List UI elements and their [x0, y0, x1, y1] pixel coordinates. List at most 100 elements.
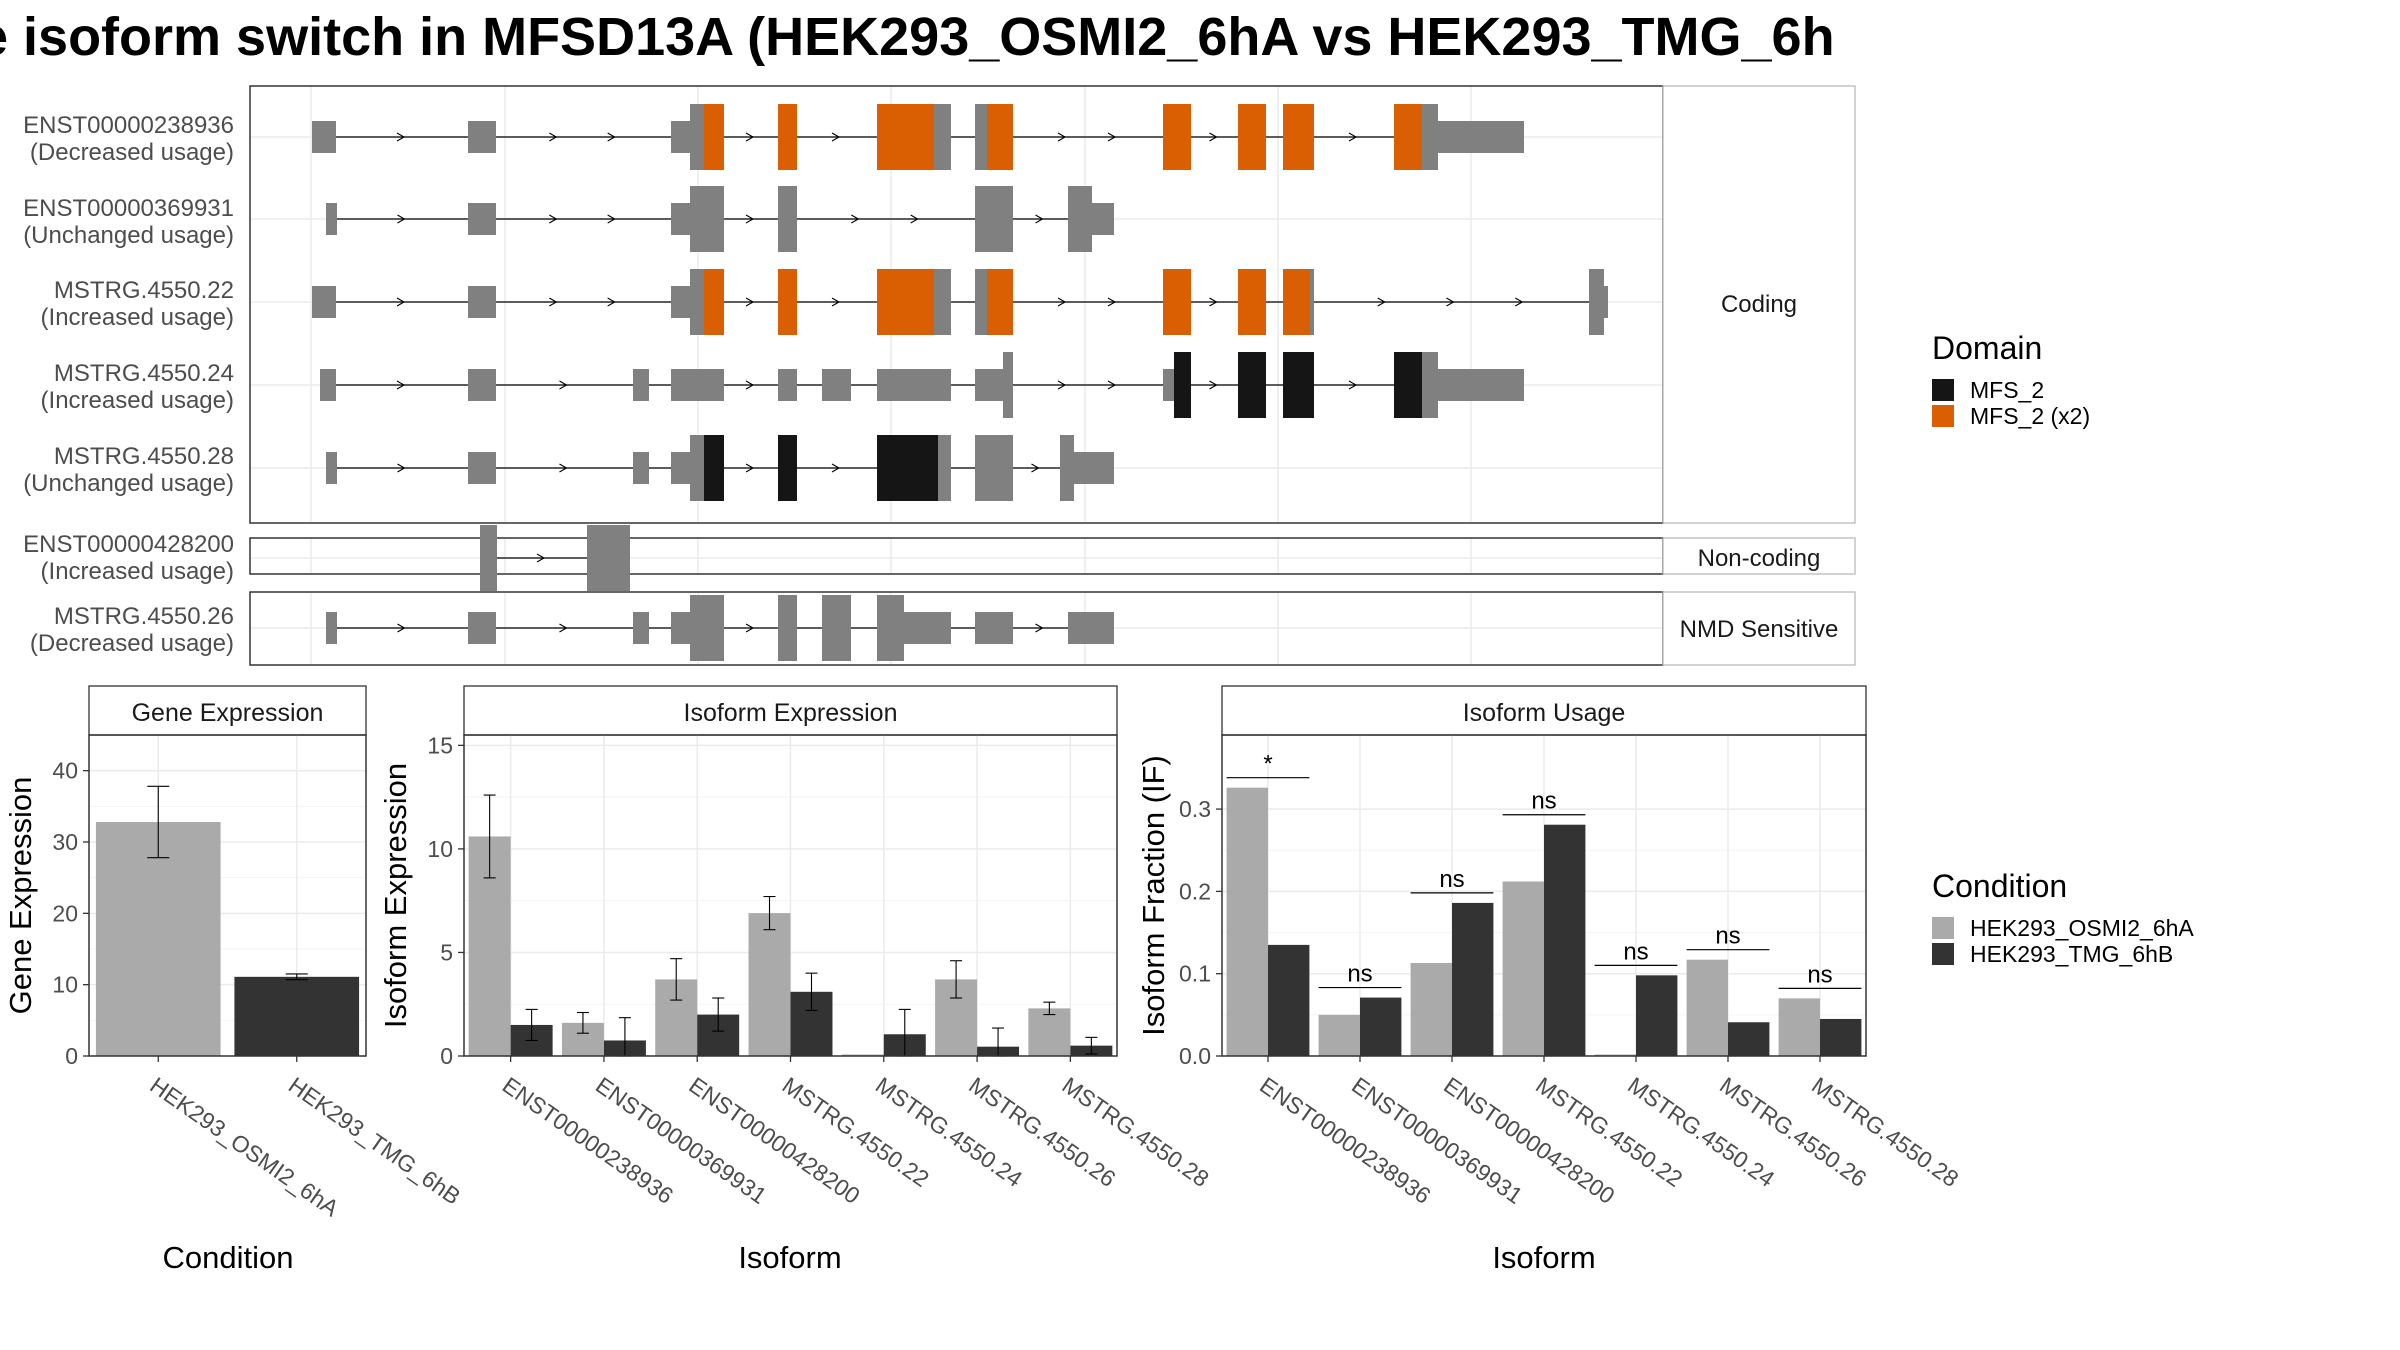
legend-item: MFS_2	[1932, 377, 2090, 403]
exon-block	[975, 186, 1013, 252]
significance-label: ns	[1715, 923, 1740, 950]
direction-arrow	[1514, 297, 1524, 307]
bar	[95, 822, 221, 1056]
bar	[1360, 997, 1402, 1056]
x-axis-title: Isoform	[738, 1240, 841, 1275]
exon-block	[877, 435, 938, 501]
direction-arrow	[1446, 297, 1455, 307]
exon-block	[468, 612, 496, 644]
significance-label: ns	[1439, 866, 1464, 893]
y-tick-label: 0	[440, 1043, 453, 1069]
direction-arrow	[831, 297, 841, 307]
exon-block	[877, 595, 904, 661]
direction-arrow	[1107, 380, 1117, 390]
direction-arrow	[1209, 380, 1218, 390]
transcript-usage-label: (Unchanged usage)	[23, 470, 234, 497]
transcript-id-label: MSTRG.4550.26	[54, 603, 234, 630]
y-tick-label: 0	[65, 1043, 78, 1069]
facet-label-nmd: NMD Sensitive	[1680, 616, 1839, 643]
transcript-row-label: MSTRG.4550.24 (Increased usage)	[41, 360, 234, 414]
legend-label: MFS_2 (x2)	[1970, 402, 2091, 429]
transcript-structure-panel: Coding Non-coding NMD Sensitive ENST0000…	[23, 85, 1856, 666]
exon-block	[1438, 121, 1524, 153]
exon-block	[975, 369, 1003, 401]
direction-arrow	[397, 214, 406, 224]
direction-arrow	[1348, 380, 1358, 390]
exon-block	[1174, 352, 1191, 418]
direction-arrow	[745, 297, 755, 307]
legend-item: HEK293_TMG_6hB	[1932, 941, 2194, 967]
exon-block	[1238, 104, 1266, 170]
bar	[1686, 959, 1728, 1056]
legend-label: HEK293_OSMI2_6hA	[1970, 914, 2194, 941]
x-tick-label: ENST00000238936	[1255, 1072, 1435, 1209]
direction-arrow	[1035, 214, 1044, 224]
x-tick-label: ENST00000428200	[684, 1072, 864, 1209]
y-tick-label: 0.3	[1179, 796, 1211, 822]
exon-block	[704, 269, 724, 335]
exon-block	[468, 286, 496, 318]
y-tick-label: 0.2	[1179, 878, 1211, 904]
exon-block	[671, 121, 690, 153]
exon-block	[1283, 352, 1314, 418]
transcript-row-label: MSTRG.4550.26 (Decreased usage)	[30, 603, 234, 657]
bar	[1318, 1014, 1360, 1056]
exon-block	[312, 286, 336, 318]
exon-block	[987, 104, 1013, 170]
exon-block	[587, 525, 630, 591]
bar	[1636, 975, 1678, 1056]
exon-block	[778, 595, 797, 661]
exon-block	[671, 452, 690, 484]
exon-block	[1283, 269, 1310, 335]
exon-block	[1003, 352, 1013, 418]
significance-label: *	[1263, 751, 1272, 778]
exon-block	[1068, 186, 1092, 252]
exon-block	[1238, 269, 1266, 335]
legend-swatch	[1932, 379, 1954, 401]
y-tick-label: 5	[440, 939, 453, 965]
exon-block	[633, 612, 649, 644]
direction-arrow	[851, 214, 860, 224]
exon-block	[778, 104, 797, 170]
legend-item: HEK293_OSMI2_6hA	[1932, 915, 2194, 941]
x-tick-label: MSTRG.4550.28	[1807, 1072, 1963, 1192]
exon-block	[934, 269, 951, 335]
exon-block	[975, 104, 987, 170]
direction-arrow	[396, 297, 406, 307]
exon-block	[934, 104, 951, 170]
exon-block	[671, 286, 690, 318]
y-axis-title: Isoform Fraction (IF)	[1136, 755, 1171, 1036]
bar	[1728, 1022, 1770, 1056]
direction-arrow	[1209, 132, 1218, 142]
direction-arrow	[1377, 297, 1386, 307]
exon-block	[778, 269, 797, 335]
exon-block	[468, 452, 496, 484]
facet-strip-noncoding	[1662, 537, 1856, 575]
exon-block	[822, 595, 851, 661]
direction-arrow	[831, 132, 841, 142]
transcript-usage-label: (Unchanged usage)	[23, 222, 234, 249]
direction-arrow	[396, 132, 406, 142]
exon-block	[778, 435, 797, 501]
exon-block	[975, 612, 1013, 644]
transcript-usage-label: (Decreased usage)	[30, 139, 234, 166]
direction-arrow	[549, 297, 558, 307]
exon-block	[1604, 286, 1608, 318]
transcript-id-label: MSTRG.4550.22	[54, 277, 234, 304]
bar-chart-panels: Gene Expression010203040HEK293_OSMI2_6hA…	[3, 685, 1963, 1275]
transcript-row-label: MSTRG.4550.22 (Increased usage)	[41, 277, 234, 331]
exon-block	[1422, 104, 1438, 170]
exon-block	[938, 435, 951, 501]
transcript-id-label: MSTRG.4550.24	[54, 360, 234, 387]
exon-block	[1283, 104, 1314, 170]
significance-label: ns	[1531, 788, 1556, 815]
x-axis-title: Isoform	[1492, 1240, 1595, 1275]
exon-block	[778, 369, 797, 401]
exon-block	[633, 452, 649, 484]
facet-strip-coding	[1662, 85, 1856, 524]
exon-block	[1163, 269, 1191, 335]
y-tick-label: 15	[427, 732, 453, 758]
exon-block	[987, 269, 1013, 335]
transcript-usage-label: (Decreased usage)	[30, 630, 234, 657]
bar-panel: Isoform Expression 0 5 10 15 ENST00000238936E…	[378, 685, 1214, 1275]
